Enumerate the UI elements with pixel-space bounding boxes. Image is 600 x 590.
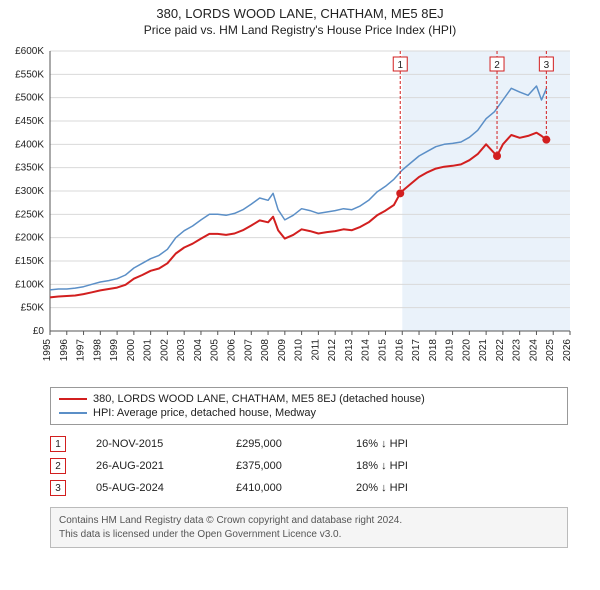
svg-text:2012: 2012 xyxy=(327,339,338,362)
svg-text:1: 1 xyxy=(397,60,403,71)
svg-text:2024: 2024 xyxy=(528,339,539,362)
svg-text:£100K: £100K xyxy=(15,279,44,290)
svg-text:2026: 2026 xyxy=(562,339,573,362)
svg-text:2: 2 xyxy=(494,60,500,71)
svg-text:1995: 1995 xyxy=(42,339,53,362)
svg-text:1999: 1999 xyxy=(109,339,120,362)
attribution-footer: Contains HM Land Registry data © Crown c… xyxy=(50,507,568,548)
svg-text:2011: 2011 xyxy=(310,339,321,361)
svg-text:1998: 1998 xyxy=(92,339,103,362)
svg-text:2006: 2006 xyxy=(227,339,238,362)
line-chart-svg: £0 £50K £100K £150K £200K £250K £300K £350K £400… xyxy=(0,41,600,381)
marker-date: 05-AUG-2024 xyxy=(96,482,206,494)
svg-text:2003: 2003 xyxy=(176,339,187,362)
footer-line: This data is licensed under the Open Gov… xyxy=(59,528,559,542)
legend-label: 380, LORDS WOOD LANE, CHATHAM, ME5 8EJ (… xyxy=(93,393,425,405)
marker-price: £410,000 xyxy=(236,482,326,494)
svg-text:2023: 2023 xyxy=(512,339,523,362)
marker-price: £295,000 xyxy=(236,438,326,450)
svg-text:2005: 2005 xyxy=(210,339,221,362)
svg-text:£50K: £50K xyxy=(21,303,45,314)
marker-table: 1 20-NOV-2015 £295,000 16% ↓ HPI 2 26-AUG-202… xyxy=(50,433,568,499)
svg-text:£500K: £500K xyxy=(15,93,44,104)
svg-text:2019: 2019 xyxy=(445,339,456,362)
svg-text:2002: 2002 xyxy=(159,339,170,362)
svg-text:2007: 2007 xyxy=(243,339,254,362)
svg-text:1996: 1996 xyxy=(59,339,70,362)
legend-item: 380, LORDS WOOD LANE, CHATHAM, ME5 8EJ (… xyxy=(59,392,559,406)
svg-text:2009: 2009 xyxy=(277,339,288,362)
svg-text:£200K: £200K xyxy=(15,233,44,244)
marker-diff: 18% ↓ HPI xyxy=(356,460,466,472)
svg-text:3: 3 xyxy=(544,60,550,71)
marker-date: 20-NOV-2015 xyxy=(96,438,206,450)
legend-item: HPI: Average price, detached house, Medw… xyxy=(59,406,559,420)
chart-title: 380, LORDS WOOD LANE, CHATHAM, ME5 8EJ xyxy=(0,0,600,21)
svg-text:2020: 2020 xyxy=(461,339,472,362)
svg-text:£300K: £300K xyxy=(15,186,44,197)
svg-text:£550K: £550K xyxy=(15,69,44,80)
svg-text:£250K: £250K xyxy=(15,209,44,220)
chart-container: { "header": { "title": "380, LORDS WOOD … xyxy=(0,0,600,548)
marker-row: 3 05-AUG-2024 £410,000 20% ↓ HPI xyxy=(50,477,568,499)
legend-swatch xyxy=(59,398,87,400)
svg-text:1997: 1997 xyxy=(76,339,87,362)
marker-row: 2 26-AUG-2021 £375,000 18% ↓ HPI xyxy=(50,455,568,477)
svg-text:2016: 2016 xyxy=(394,339,405,362)
marker-diff: 20% ↓ HPI xyxy=(356,482,466,494)
marker-price: £375,000 xyxy=(236,460,326,472)
marker-date: 26-AUG-2021 xyxy=(96,460,206,472)
svg-text:2015: 2015 xyxy=(377,339,388,362)
svg-text:2018: 2018 xyxy=(428,339,439,362)
svg-text:£0: £0 xyxy=(33,326,45,337)
svg-text:2014: 2014 xyxy=(361,339,372,362)
marker-row: 1 20-NOV-2015 £295,000 16% ↓ HPI xyxy=(50,433,568,455)
svg-text:2000: 2000 xyxy=(126,339,137,362)
chart-subtitle: Price paid vs. HM Land Registry's House … xyxy=(0,21,600,41)
footer-line: Contains HM Land Registry data © Crown c… xyxy=(59,514,559,528)
marker-badge: 1 xyxy=(50,436,66,452)
svg-text:£150K: £150K xyxy=(15,256,44,267)
marker-badge: 3 xyxy=(50,480,66,496)
legend-swatch xyxy=(59,412,87,414)
svg-text:2004: 2004 xyxy=(193,339,204,362)
svg-text:2013: 2013 xyxy=(344,339,355,362)
chart-plot: £0 £50K £100K £150K £200K £250K £300K £350K £400… xyxy=(0,41,600,381)
legend-label: HPI: Average price, detached house, Medw… xyxy=(93,407,316,419)
svg-text:£400K: £400K xyxy=(15,139,44,150)
svg-text:2008: 2008 xyxy=(260,339,271,362)
svg-text:2001: 2001 xyxy=(143,339,154,362)
svg-text:2025: 2025 xyxy=(545,339,556,362)
svg-text:£450K: £450K xyxy=(15,116,44,127)
svg-text:£600K: £600K xyxy=(15,46,44,57)
svg-text:£350K: £350K xyxy=(15,163,44,174)
svg-text:2017: 2017 xyxy=(411,339,422,362)
svg-text:2021: 2021 xyxy=(478,339,489,362)
svg-text:2010: 2010 xyxy=(294,339,305,362)
legend: 380, LORDS WOOD LANE, CHATHAM, ME5 8EJ (… xyxy=(50,387,568,425)
marker-badge: 2 xyxy=(50,458,66,474)
svg-text:2022: 2022 xyxy=(495,339,506,362)
marker-diff: 16% ↓ HPI xyxy=(356,438,466,450)
